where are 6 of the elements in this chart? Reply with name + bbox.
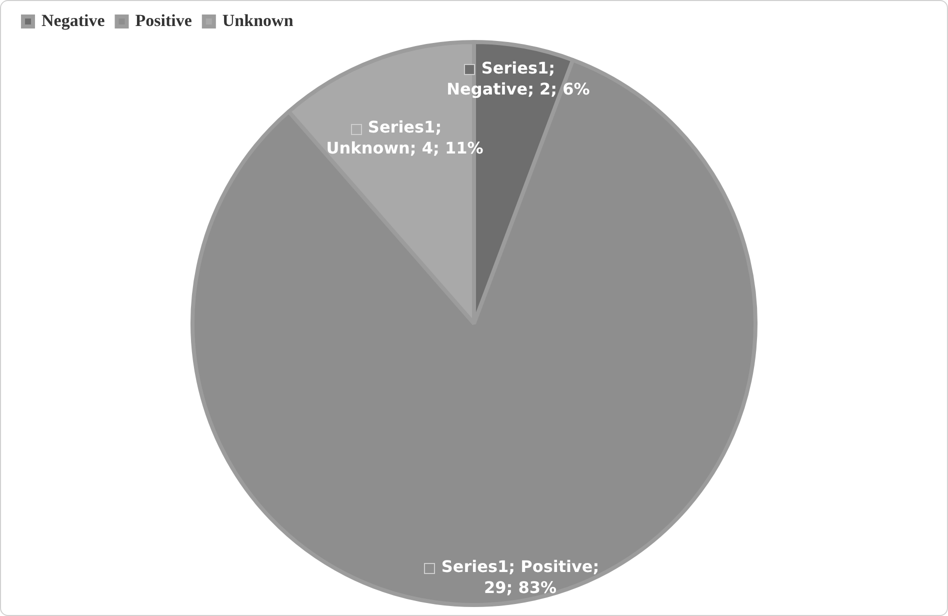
data-label: Series1; Unknown; 4; 11% bbox=[326, 118, 484, 158]
data-label: Series1; Negative; 2; 6% bbox=[446, 58, 590, 98]
legend-label: Unknown bbox=[222, 10, 294, 30]
legend-label: Positive bbox=[135, 10, 192, 30]
legend-label: Negative bbox=[42, 10, 106, 30]
data-label: Series1; Positive; 29; 83% bbox=[441, 556, 600, 597]
